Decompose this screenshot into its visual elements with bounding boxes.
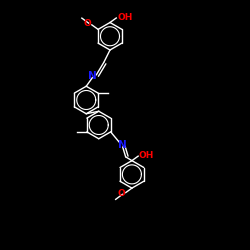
Text: OH: OH	[117, 12, 132, 22]
Text: OH: OH	[139, 150, 154, 160]
Text: N: N	[118, 140, 126, 150]
Text: O: O	[117, 189, 125, 198]
Text: O: O	[83, 20, 91, 28]
Text: N: N	[88, 71, 97, 81]
